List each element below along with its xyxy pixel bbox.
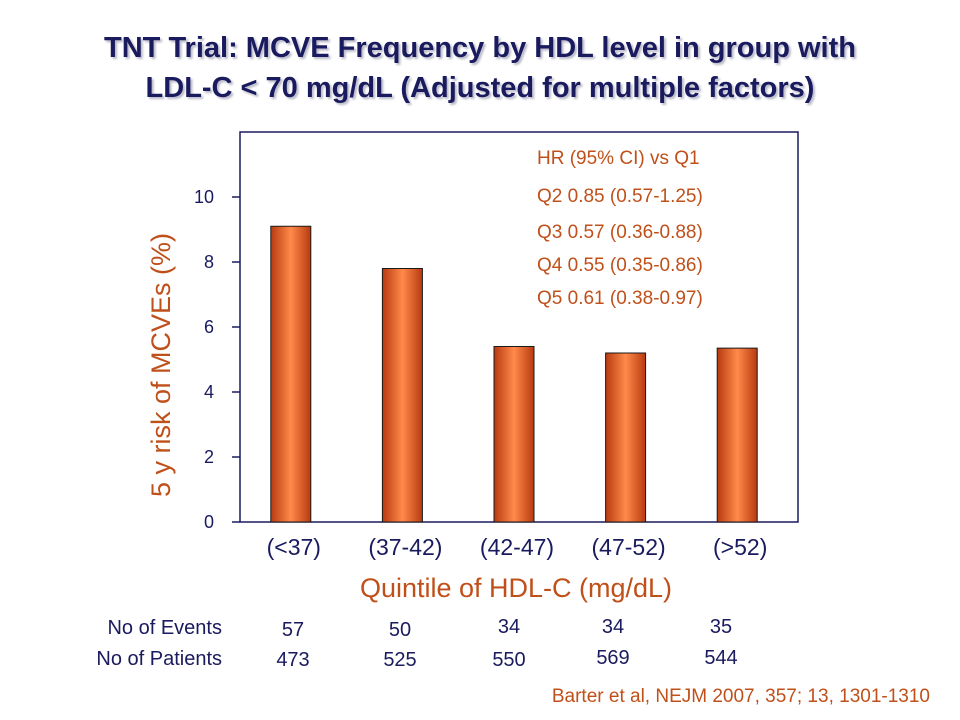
x-tick-labels: (<37) (37-42) (42-47) (47-52) (>52) (267, 534, 768, 560)
x-tick-label: (47-52) (592, 534, 666, 560)
y-tick-label: 4 (204, 382, 214, 402)
hr-annotation: Q2 0.85 (0.57-1.25) (537, 186, 703, 207)
bars (270, 225, 758, 523)
y-axis: 0 2 4 6 8 10 (194, 187, 240, 532)
x-tick-label: (>52) (713, 534, 767, 560)
y-axis-label: 5 y risk of MCVEs (%) (146, 233, 176, 497)
patients-q3: 550 (492, 649, 526, 671)
chart-title: TNT Trial: MCVE Frequency by HDL level i… (0, 28, 960, 108)
hr-annotation: HR (95% CI) vs Q1 (537, 148, 700, 169)
y-tick-label: 0 (204, 512, 214, 532)
events-row-label: No of Events (107, 617, 222, 639)
patients-q2: 525 (383, 649, 417, 671)
x-axis-label: Quintile of HDL-C (mg/dL) (360, 573, 672, 603)
bar (605, 352, 647, 523)
annotations: HR (95% CI) vs Q1 Q2 0.85 (0.57-1.25) Q3 0… (537, 148, 703, 309)
patients-q5: 544 (704, 647, 738, 669)
events-q4: 34 (601, 616, 625, 638)
y-tick-label: 6 (204, 317, 214, 337)
events-q2: 50 (388, 619, 412, 641)
bar (716, 347, 758, 523)
title-line-2: LDL-C < 70 mg/dL (Adjusted for multiple … (145, 72, 815, 104)
x-tick-label: (42-47) (480, 534, 554, 560)
x-tick-label: (37-42) (368, 534, 442, 560)
events-q5: 35 (709, 616, 733, 638)
patients-q4: 569 (596, 647, 630, 669)
patients-row-label: No of Patients (96, 648, 222, 670)
bar (381, 268, 423, 523)
events-q3: 34 (497, 616, 521, 638)
hr-annotation: Q3 0.57 (0.36-0.88) (537, 222, 703, 243)
bar (493, 346, 535, 523)
hr-annotation: Q5 0.61 (0.38-0.97) (537, 288, 703, 309)
y-tick-label: 10 (194, 187, 214, 207)
events-q1: 57 (281, 619, 305, 641)
citation: Barter et al, NEJM 2007, 357; 13, 1301-1… (551, 686, 930, 707)
x-tick-label: (<37) (267, 534, 321, 560)
hr-annotation: Q4 0.55 (0.35-0.86) (537, 255, 703, 276)
bar (270, 225, 312, 523)
y-tick-label: 2 (204, 447, 214, 467)
patients-q1: 473 (276, 649, 310, 671)
title-line-1: TNT Trial: MCVE Frequency by HDL level i… (104, 32, 856, 64)
y-tick-label: 8 (204, 252, 214, 272)
